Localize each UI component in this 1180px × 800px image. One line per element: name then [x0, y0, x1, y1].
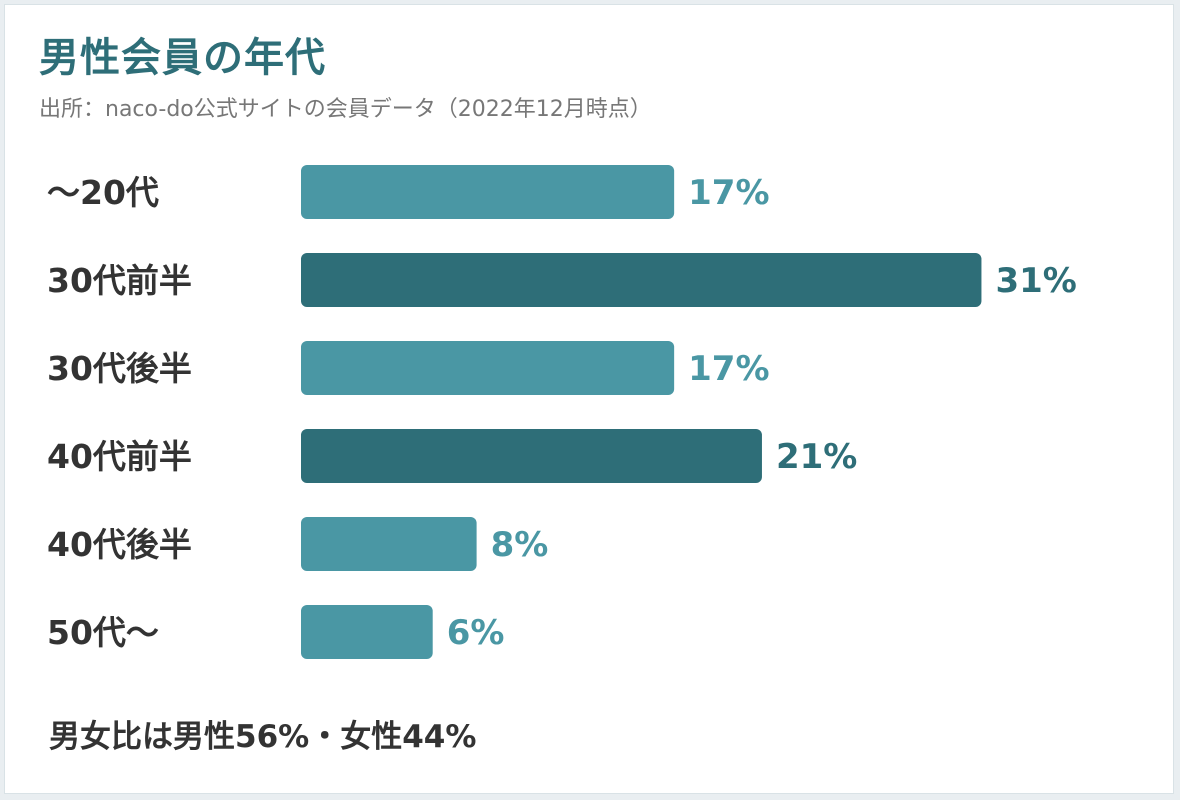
bar — [301, 253, 982, 307]
bar — [301, 429, 762, 483]
value-label: 31% — [995, 261, 1076, 301]
category-label: 40代前半 — [47, 437, 192, 476]
value-label: 17% — [688, 349, 769, 389]
bar — [301, 165, 675, 219]
bar — [301, 605, 433, 659]
category-label: ～20代 — [47, 173, 159, 212]
category-label: 30代後半 — [47, 349, 192, 388]
chart-card: 男性会員の年代 出所：naco-do公式サイトの会員データ（2022年12月時点… — [4, 4, 1174, 794]
value-label: 17% — [688, 173, 769, 213]
bar — [301, 341, 675, 395]
value-label: 6% — [447, 613, 505, 653]
category-label: 30代前半 — [47, 261, 192, 300]
chart-source-note: 出所：naco-do公式サイトの会員データ（2022年12月時点） — [39, 97, 652, 122]
value-label: 8% — [491, 525, 549, 565]
bar-chart: ～20代 17% 30代前半 31% 30代後半 17% 40代前半 21% 40代後半 8% 50… — [47, 165, 1077, 659]
category-label: 50代～ — [47, 613, 159, 652]
chart-title: 男性会員の年代 — [39, 35, 326, 81]
bar — [301, 517, 477, 571]
value-label: 21% — [776, 437, 857, 477]
category-label: 40代後半 — [47, 525, 192, 564]
gender-ratio-note: 男女比は男性56%・女性44% — [49, 719, 477, 755]
